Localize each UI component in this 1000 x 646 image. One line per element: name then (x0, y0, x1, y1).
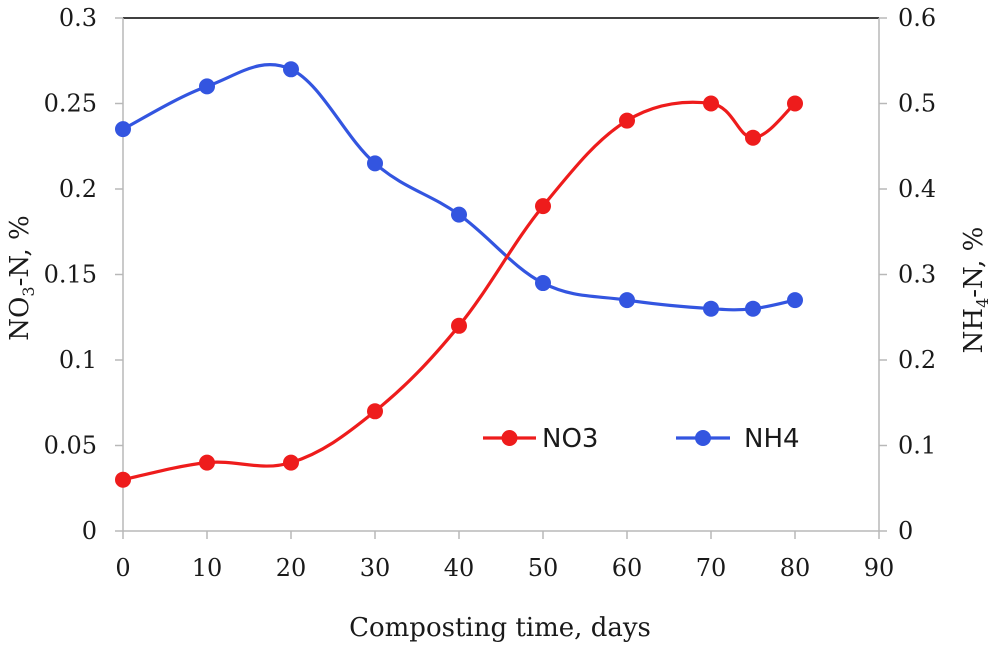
nh4-point (619, 292, 635, 309)
no3-point (367, 403, 383, 420)
no3-point (535, 198, 551, 215)
right-tick-label: 0.1 (898, 432, 936, 460)
left-axis-title-rest: -N, % (5, 215, 35, 286)
no3-point (745, 129, 761, 146)
x-axis-title: Composting time, days (349, 613, 651, 643)
right-tick-label: 0.3 (898, 261, 936, 289)
right-axis-title-main: NH (959, 308, 989, 353)
no3-point (283, 454, 299, 471)
no3-point (703, 95, 719, 112)
legend-swatch-marker (501, 430, 518, 446)
nh4-point (367, 155, 383, 172)
right-tick-label: 0.2 (898, 346, 936, 374)
right-tick-label: 0 (898, 517, 913, 545)
no3-point (451, 317, 467, 334)
nh4-point (745, 300, 761, 317)
left-axis-title: NO3-N, % (5, 215, 38, 340)
x-tick-label: 0 (115, 554, 130, 582)
nh4-point (451, 206, 467, 223)
x-tick-label: 60 (612, 554, 643, 582)
right-tick-label: 0.4 (898, 175, 936, 203)
left-tick-label: 0.05 (44, 432, 97, 460)
left-axis-ticks: 0 0.05 0.1 0.15 0.2 0.25 0.3 (44, 4, 123, 545)
legend-swatch-marker (695, 430, 711, 446)
x-tick-label: 30 (360, 554, 391, 582)
x-axis-ticks: 0 10 20 30 40 50 60 70 80 90 (115, 531, 894, 582)
x-tick-label: 20 (276, 554, 307, 582)
right-axis-title-sub: 4 (973, 298, 992, 308)
nh4-point (535, 275, 551, 292)
no3-point (199, 454, 215, 471)
legend: NO3 NH4 (483, 424, 800, 454)
legend-item-nh4: NH4 (676, 424, 800, 454)
x-tick-label: 50 (528, 554, 559, 582)
x-tick-label: 10 (192, 554, 223, 582)
left-tick-label: 0.3 (59, 4, 97, 32)
nh4-point (703, 300, 719, 317)
x-tick-label: 70 (696, 554, 727, 582)
nh4-point (283, 61, 299, 78)
right-tick-label: 0.6 (898, 4, 936, 32)
nh4-point (787, 292, 803, 309)
no3-point (115, 471, 131, 488)
plot-frame (122, 17, 880, 532)
right-axis-title: NH4-N, % (959, 227, 992, 354)
series-nh4 (115, 61, 803, 317)
series-no3 (115, 95, 803, 488)
no3-point (619, 112, 635, 129)
no3-line (121, 100, 797, 482)
no3-point (787, 95, 803, 112)
nh4-point (115, 121, 131, 138)
left-tick-label: 0.15 (44, 261, 97, 289)
legend-item-no3: NO3 (483, 424, 598, 454)
x-tick-label: 40 (444, 554, 475, 582)
legend-label: NO3 (542, 424, 598, 454)
left-axis-title-main: NO (5, 297, 35, 341)
left-tick-label: 0.25 (44, 90, 97, 118)
right-axis-ticks: 0 0.1 0.2 0.3 0.4 0.5 0.6 (879, 4, 936, 545)
right-axis-title-rest: -N, % (959, 227, 989, 298)
series-layer (115, 61, 803, 488)
x-tick-label: 80 (780, 554, 811, 582)
left-axis-title-sub: 3 (19, 286, 38, 296)
nh4-point (199, 78, 215, 95)
x-tick-label: 90 (864, 554, 895, 582)
right-tick-label: 0.5 (898, 90, 936, 118)
left-tick-label: 0.2 (59, 175, 97, 203)
left-tick-label: 0.1 (59, 346, 97, 374)
legend-label: NH4 (744, 424, 800, 454)
left-tick-label: 0 (82, 517, 97, 545)
